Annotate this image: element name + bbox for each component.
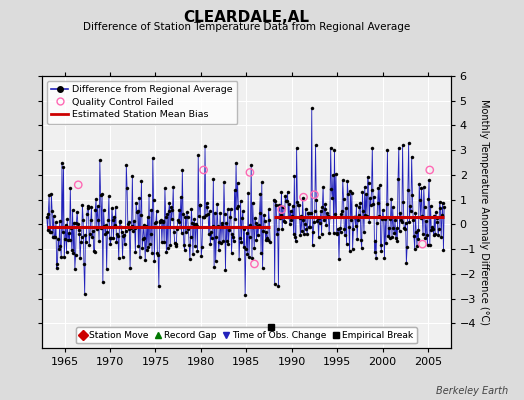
Point <box>299 194 308 200</box>
Point <box>250 261 259 267</box>
Point <box>200 167 208 173</box>
Point <box>246 169 254 176</box>
Text: Difference of Station Temperature Data from Regional Average: Difference of Station Temperature Data f… <box>83 22 410 32</box>
Text: CLEARDALE,AL: CLEARDALE,AL <box>183 10 309 25</box>
Point <box>278 206 286 213</box>
Point <box>74 182 82 188</box>
Text: Berkeley Earth: Berkeley Earth <box>436 386 508 396</box>
Point <box>418 241 427 247</box>
Legend: Station Move, Record Gap, Time of Obs. Change, Empirical Break: Station Move, Record Gap, Time of Obs. C… <box>76 327 417 344</box>
Point <box>425 167 434 173</box>
Point <box>310 192 319 198</box>
Y-axis label: Monthly Temperature Anomaly Difference (°C): Monthly Temperature Anomaly Difference (… <box>479 99 489 325</box>
